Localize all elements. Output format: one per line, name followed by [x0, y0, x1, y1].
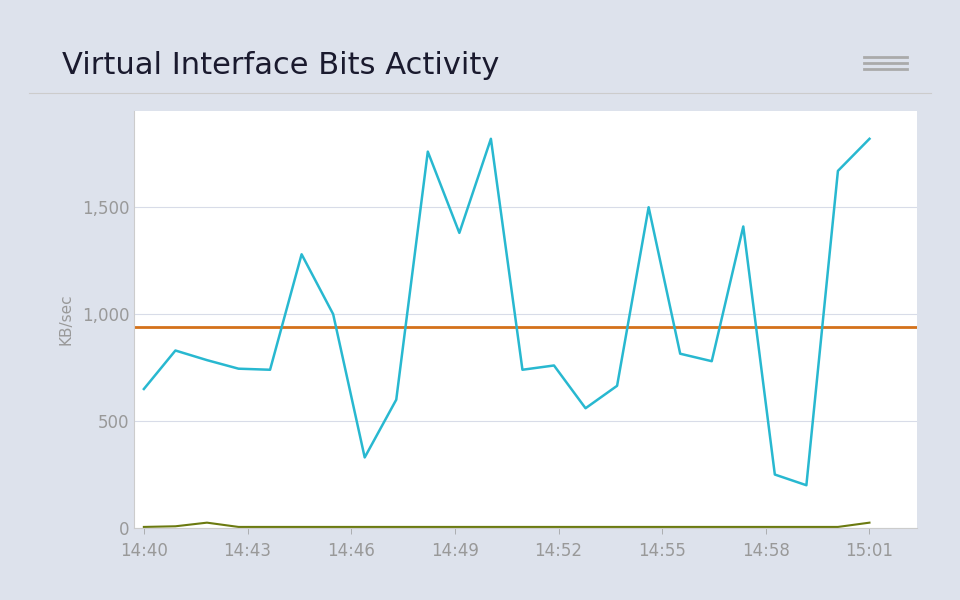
Text: Virtual Interface Bits Activity: Virtual Interface Bits Activity [62, 51, 500, 80]
Y-axis label: KB/sec: KB/sec [59, 293, 74, 346]
